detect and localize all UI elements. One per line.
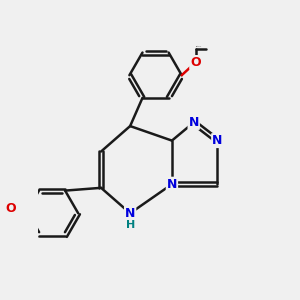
Text: N: N bbox=[188, 116, 199, 129]
Text: O: O bbox=[5, 202, 16, 215]
Text: N: N bbox=[212, 134, 223, 147]
Text: N: N bbox=[167, 178, 177, 191]
Text: N: N bbox=[125, 207, 135, 220]
Text: methoxy: methoxy bbox=[196, 46, 203, 47]
Text: O: O bbox=[190, 56, 201, 69]
Text: H: H bbox=[126, 220, 136, 230]
